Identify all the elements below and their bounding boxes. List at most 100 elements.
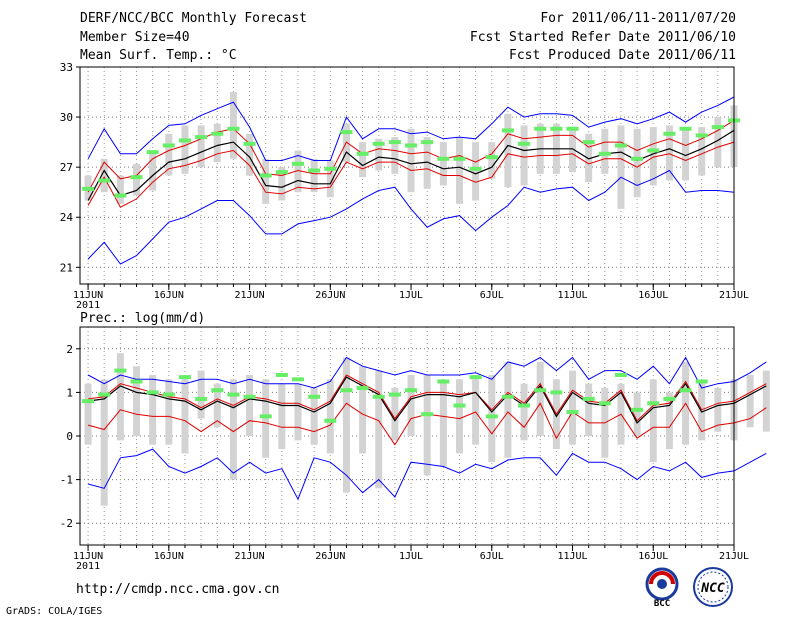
observed-marker [534,126,547,131]
y-tick-label: -2 [60,517,73,530]
observed-marker [195,135,208,140]
observed-marker [469,375,482,380]
min-line [87,169,735,265]
bcc-logo: BCC [645,567,679,608]
spread-box [714,388,722,432]
x-tick-label: 11JUN [73,551,103,562]
observed-marker [195,396,208,401]
spread-box [342,357,350,493]
max-line [87,96,735,161]
observed-marker [485,414,498,419]
spread-box [262,379,270,458]
spread-box [197,370,205,419]
spread-box [359,366,367,454]
observed-marker [243,141,256,146]
precip-panel-title: Prec.: log(mm/d) [80,311,206,326]
observed-marker [243,394,256,399]
observed-marker [211,388,224,393]
forecast-period-label: For 2011/06/11-2011/07/20 [540,11,736,26]
y-tick-label: 2 [66,343,73,356]
observed-marker [453,403,466,408]
x-tick-label: 11JUL [557,551,587,562]
observed-marker [308,168,321,173]
spread-box [149,150,157,191]
footer-url[interactable]: http://cmdp.ncc.cma.gov.cn [76,582,280,597]
spread-box [455,379,463,454]
observed-marker [405,143,418,148]
observed-marker [292,161,304,166]
y-tick-label: 30 [60,111,73,124]
observed-marker [227,126,240,131]
observed-marker [711,125,724,130]
spread-box [84,383,92,445]
spread-box [229,379,237,480]
spread-box [278,383,286,450]
x-tick-label: 6JUL [480,290,504,301]
observed-marker [388,392,401,397]
observed-marker [534,388,547,393]
spread-box [213,383,221,428]
spread-box [633,392,641,436]
lower-line [87,141,735,208]
spread-box [617,125,625,209]
observed-marker [82,399,95,404]
spread-box [229,92,237,159]
observed-marker [227,392,240,397]
spread-box [649,379,657,463]
observed-marker [679,388,692,393]
spread-box [455,137,463,204]
observed-marker [550,390,563,395]
spread-box [472,142,480,201]
observed-marker [162,143,175,148]
spread-box [213,123,221,163]
spread-box [165,133,173,176]
observed-marker [275,170,288,175]
bcc-logo-text: BCC [654,599,670,608]
spread-box [100,379,108,506]
observed-marker [614,372,627,377]
observed-marker [372,394,385,399]
spread-box [665,125,673,181]
observed-marker [582,140,595,145]
y-tick-label: -1 [60,474,73,487]
x-tick-label: 26JUN [315,551,345,562]
spread-box [520,125,528,186]
observed-marker [518,403,531,408]
observed-marker [356,386,369,391]
observed-marker [162,392,175,397]
max-line [87,356,767,389]
mean-line [88,376,767,424]
observed-marker [421,140,434,145]
observed-marker [663,396,676,401]
observed-marker [178,138,191,143]
observed-marker [324,166,337,171]
observed-marker [114,193,127,198]
observed-marker [98,178,111,183]
y-tick-label: 21 [60,261,73,274]
x-tick-label: 16JUL [638,290,668,301]
mean-line [87,129,735,201]
observed-marker [631,407,644,412]
x-tick-label: 21JUN [235,551,265,562]
observed-marker [453,156,466,161]
observed-marker [582,396,595,401]
spread-box [585,383,593,436]
observed-marker [566,126,579,131]
spread-box [601,128,609,174]
spread-box [133,366,141,436]
fcst-started-label: Fcst Started Refer Date 2011/06/10 [469,30,736,45]
ncc-logo-text: NCC [700,581,725,596]
observed-marker [340,388,353,393]
spread-box [375,370,383,489]
observed-marker [292,377,304,382]
x-tick-label: 1JUL [399,290,423,301]
observed-marker [485,155,498,160]
x-tick-label: 1JUL [399,551,423,562]
observed-marker [114,368,127,373]
spread-box [633,128,641,198]
member-size-label: Member Size=40 [80,30,190,45]
spread-box [504,113,512,188]
upper-line [88,374,767,422]
observed-marker [663,131,676,136]
